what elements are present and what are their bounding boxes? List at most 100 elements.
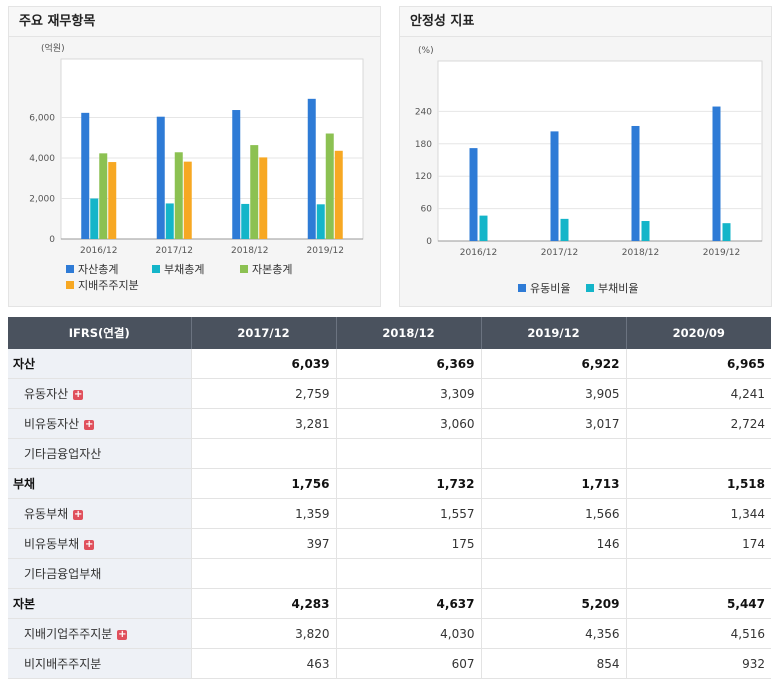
panel-title: 안정성 지표 xyxy=(400,7,771,37)
row-label-text: 자본 xyxy=(13,597,36,611)
table-row: 부채 1,756 1,732 1,713 1,518 xyxy=(8,468,771,499)
y-tick-label: 6,000 xyxy=(29,114,55,124)
value-cell xyxy=(190,558,336,589)
value-cell: 6,922 xyxy=(480,349,626,379)
financial-items-panel: 주요 재무항목 (억원) 0 2,000 4,000 6,000 2016/12 2017/… xyxy=(8,6,381,307)
legend-label: 유동비율 xyxy=(530,282,570,295)
y-tick-label: 180 xyxy=(415,140,432,150)
table-row: 비유동부채 +397 175 146 174 xyxy=(8,528,771,559)
value-cell: 3,309 xyxy=(335,378,481,409)
value-cell: 1,344 xyxy=(625,498,771,529)
bar xyxy=(232,110,241,240)
value-cell: 463 xyxy=(190,648,336,679)
value-cell: 1,732 xyxy=(335,468,481,499)
header-period: 2020/09 xyxy=(625,317,771,349)
y-tick-label: 2,000 xyxy=(29,195,55,205)
bar xyxy=(165,203,174,239)
value-cell: 4,283 xyxy=(190,588,336,619)
bar xyxy=(259,157,268,239)
table-row: 자산 6,039 6,369 6,922 6,965 xyxy=(8,349,771,379)
value-cell: 3,060 xyxy=(335,408,481,439)
row-label-text: 비지배주주지분 xyxy=(24,657,102,671)
x-tick-label: 2016/12 xyxy=(80,246,117,256)
value-cell: 4,637 xyxy=(335,588,481,619)
row-label: 비유동부채 + xyxy=(8,528,191,559)
value-cell: 1,557 xyxy=(335,498,481,529)
value-cell: 6,369 xyxy=(335,349,481,379)
bar xyxy=(307,98,316,239)
bar xyxy=(469,148,478,241)
bar xyxy=(99,153,108,239)
expand-plus-icon[interactable]: + xyxy=(73,389,84,400)
row-label-text: 부채 xyxy=(13,477,36,491)
expand-plus-icon[interactable]: + xyxy=(84,539,95,550)
value-cell: 5,209 xyxy=(480,588,626,619)
table-row: 기타금융업자산 xyxy=(8,438,771,469)
value-cell xyxy=(190,438,336,469)
row-label-text: 비유동부채 xyxy=(24,537,80,551)
bar xyxy=(560,218,569,241)
value-cell: 1,713 xyxy=(480,468,626,499)
legend-swatch xyxy=(518,284,526,292)
bar xyxy=(183,161,192,239)
legend-label: 자본총계 xyxy=(252,263,292,276)
header-period: 2019/12 xyxy=(480,317,626,349)
row-label: 유동자산 + xyxy=(8,378,191,409)
bar xyxy=(641,221,650,241)
row-label-text: 유동자산 xyxy=(24,387,69,401)
value-cell: 174 xyxy=(625,528,771,559)
financial-items-chart: (억원) 0 2,000 4,000 6,000 2016/12 2017/12 2018/1… xyxy=(29,42,364,292)
financial-table: IFRS(연결) 2017/12 2018/12 2019/12 2020/09 자산 6… xyxy=(8,317,771,679)
x-tick-label: 2019/12 xyxy=(307,246,344,256)
expand-plus-icon[interactable]: + xyxy=(84,419,95,430)
x-tick-label: 2017/12 xyxy=(156,246,193,256)
row-label: 지배기업주주지분 + xyxy=(8,618,191,649)
panel-title: 주요 재무항목 xyxy=(9,7,380,37)
x-tick-label: 2016/12 xyxy=(460,248,497,258)
legend-label: 지배주주지분 xyxy=(78,279,139,292)
row-label: 기타금융업부채 xyxy=(8,558,191,589)
stability-panel: 안정성 지표 (%) 0 60 120 180 240 2016/12 2017/12 2018… xyxy=(399,6,772,307)
y-tick-label: 60 xyxy=(421,205,433,215)
y-tick-label: 4,000 xyxy=(29,154,55,164)
bar xyxy=(550,131,559,241)
row-label-text: 유동부채 xyxy=(24,507,69,521)
value-cell: 3,820 xyxy=(190,618,336,649)
value-cell: 3,017 xyxy=(480,408,626,439)
row-label: 유동부채 + xyxy=(8,498,191,529)
y-tick-label: 120 xyxy=(415,172,432,182)
legend-label: 부채총계 xyxy=(164,263,204,276)
value-cell: 4,241 xyxy=(625,378,771,409)
value-cell: 1,756 xyxy=(190,468,336,499)
y-tick-label: 0 xyxy=(49,235,55,245)
row-label-text: 기타금융업부채 xyxy=(24,567,102,581)
table-row: 비유동자산 +3,281 3,060 3,017 2,724 xyxy=(8,408,771,439)
header-period: 2018/12 xyxy=(335,317,481,349)
value-cell: 6,039 xyxy=(190,349,336,379)
legend-label: 부채비율 xyxy=(598,282,638,295)
row-label-text: 기타금융업자산 xyxy=(24,447,102,461)
value-cell: 397 xyxy=(190,528,336,559)
legend-swatch xyxy=(240,265,248,273)
table-row: 유동부채 +1,359 1,557 1,566 1,344 xyxy=(8,498,771,529)
table-row: 지배기업주주지분 +3,820 4,030 4,356 4,516 xyxy=(8,618,771,649)
value-cell xyxy=(480,558,626,589)
bar xyxy=(250,145,259,239)
value-cell: 6,965 xyxy=(625,349,771,379)
bar xyxy=(316,204,325,239)
stability-chart: (%) 0 60 120 180 240 2016/12 2017/12 2018/12 2019… xyxy=(415,46,763,295)
value-cell: 2,724 xyxy=(625,408,771,439)
bar xyxy=(712,106,721,241)
value-cell: 3,281 xyxy=(190,408,336,439)
expand-plus-icon[interactable]: + xyxy=(117,629,128,640)
row-label: 자산 xyxy=(8,349,191,379)
value-cell xyxy=(625,558,771,589)
row-label-text: 비유동자산 xyxy=(24,417,80,431)
expand-plus-icon[interactable]: + xyxy=(73,509,84,520)
table-row: 비지배주주지분 463 607 854 932 xyxy=(8,648,771,679)
x-tick-label: 2019/12 xyxy=(703,248,740,258)
row-label-text: 자산 xyxy=(13,357,36,371)
value-cell: 4,030 xyxy=(335,618,481,649)
bar xyxy=(174,152,183,239)
value-cell: 4,356 xyxy=(480,618,626,649)
